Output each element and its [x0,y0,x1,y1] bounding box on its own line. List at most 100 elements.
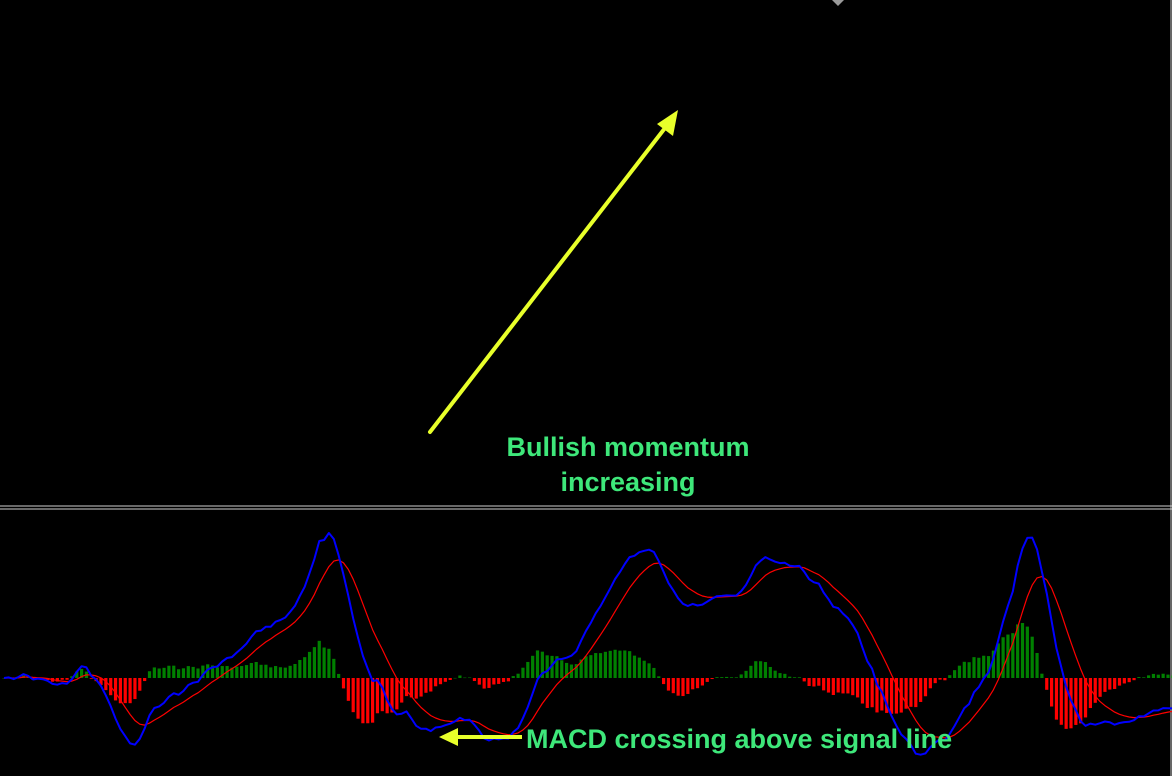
histogram-bar-positive [70,676,74,678]
histogram-bar-negative [395,678,399,710]
macd-cross-label: MACD crossing above signal line [526,724,952,754]
histogram-bar-positive [152,667,156,678]
histogram-bar-negative [1050,678,1054,707]
histogram-bar-positive [982,655,986,678]
histogram-bar-negative [1127,678,1131,683]
histogram-bar-negative [914,678,918,708]
histogram-bar-negative [1122,678,1126,684]
histogram-bar-negative [1069,678,1073,729]
histogram-bar-positive [594,653,598,678]
histogram-bar-negative [676,678,680,696]
histogram-bar-negative [438,678,443,685]
histogram-bar-negative [889,678,894,714]
histogram-bar-positive [652,667,656,678]
histogram-bar-negative [1117,678,1122,686]
histogram-bar-negative [104,678,108,691]
histogram-bar-negative [133,678,137,700]
histogram-bar-negative [1045,678,1049,690]
macd-line [3,532,1172,756]
histogram-bar-positive [303,657,307,678]
histogram-bar-positive [312,647,316,678]
histogram-bar-negative [424,678,428,693]
macd-cross-arrow [439,728,522,746]
histogram-bar-positive [744,670,748,678]
histogram-bar-positive [463,677,467,679]
histogram-bar-negative [472,678,477,682]
histogram-bar-positive [269,667,273,678]
histogram-bar-positive [1161,673,1165,678]
histogram-bar-positive [288,665,292,678]
histogram-bar-negative [885,678,889,713]
histogram-bar-negative [375,678,380,714]
histogram-bar-negative [875,678,879,713]
histogram-bar-negative [695,678,700,689]
momentum-arrow [428,110,678,434]
histogram-bar-negative [943,678,947,681]
histogram-bar-positive [177,669,181,678]
histogram-bar-negative [385,678,389,714]
histogram-bar-negative [366,678,370,724]
histogram-bar-positive [458,675,462,678]
histogram-bar-positive [259,664,263,678]
histogram-bar-positive [632,655,637,678]
momentum-label-line2: increasing [560,467,695,497]
histogram-bar-negative [826,678,831,693]
macd-cross-arrowhead-icon [439,728,458,746]
histogram-bar-positive [230,667,234,678]
histogram-bar-positive [778,673,782,678]
histogram-bar-negative [341,678,346,689]
histogram-bar-positive [977,657,981,678]
histogram-bar-positive [317,640,321,678]
histogram-bar-negative [909,678,913,707]
histogram-bar-negative [686,678,690,694]
histogram-bar-negative [487,678,491,688]
histogram-bar-positive [948,675,952,678]
histogram-bar-negative [501,678,506,682]
scroll-marker-icon[interactable] [832,0,844,6]
histogram-bar-positive [162,667,166,678]
histogram-bar-positive [337,673,341,678]
histogram-bar-negative [938,678,942,680]
histogram-bar-positive [797,677,801,678]
histogram-bar-negative [60,678,64,680]
histogram-bar-positive [628,651,632,678]
histogram-bar-positive [618,650,622,678]
histogram-bar-positive [1025,626,1029,678]
histogram-bar-negative [118,678,122,704]
histogram-bar-negative [846,678,850,694]
histogram-bar-positive [274,666,278,678]
histogram-bar-positive [996,643,1000,678]
histogram-bar-positive [307,651,312,678]
histogram-bar-positive [991,650,995,678]
histogram-bar-positive [2,678,6,679]
histogram-bar-negative [1113,678,1117,689]
histogram-bar-positive [322,647,326,678]
histogram-bar-positive [1147,675,1151,678]
histogram-bar-negative [894,678,898,714]
histogram-bar-positive [560,660,564,678]
histogram-bar-positive [327,648,331,678]
histogram-bar-positive [729,677,734,678]
histogram-bar-negative [371,678,375,723]
histogram-bar-negative [1059,678,1063,725]
momentum-arrowhead-icon [657,110,678,136]
momentum-label-line1: Bullish momentum [506,432,749,462]
histogram-bar-positive [516,673,520,678]
histogram-bar-positive [749,665,753,678]
histogram-bar-positive [535,650,540,678]
histogram-bar-negative [831,678,835,696]
histogram-bar-positive [1166,674,1170,678]
histogram-bar-negative [919,678,923,702]
histogram-bar-positive [589,655,593,678]
histogram-bar-negative [710,678,714,680]
histogram-bar-positive [792,677,797,678]
histogram-bar-positive [196,668,200,678]
histogram-bar-positive [254,662,258,678]
histogram-bar-negative [482,678,486,689]
histogram-bar-positive [1035,652,1039,678]
histogram-bar-positive [642,660,646,678]
histogram-bar-negative [662,678,666,685]
histogram-bar-positive [1030,636,1034,678]
signal-line [3,559,1172,739]
